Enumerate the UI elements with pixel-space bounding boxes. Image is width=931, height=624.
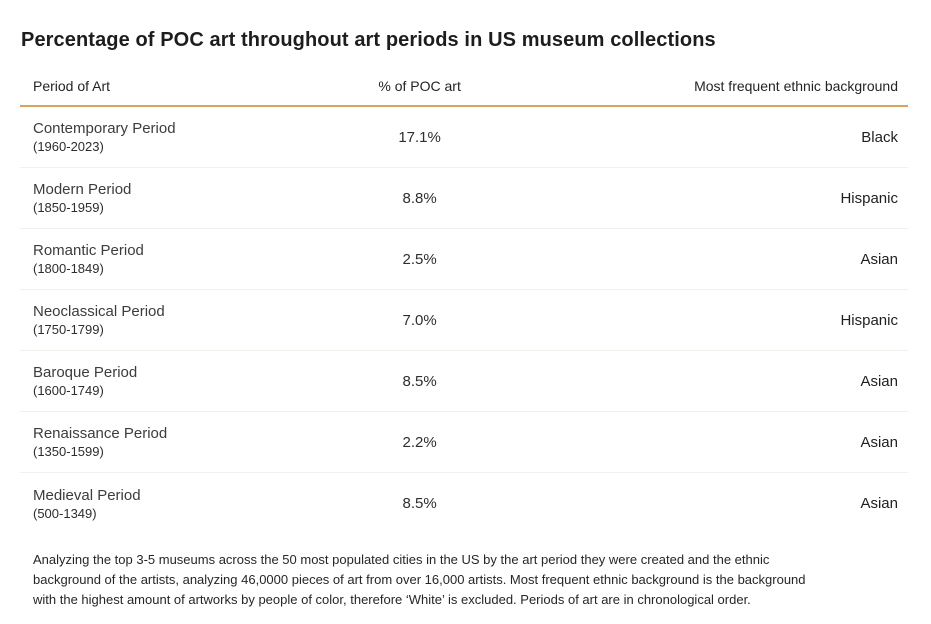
period-years: (1600-1749) <box>33 383 104 398</box>
ethnic-background: Asian <box>860 372 898 390</box>
table-row: Medieval Period (500-1349) 8.5% Asian <box>20 473 908 534</box>
table-row: Contemporary Period (1960-2023) 17.1% Bl… <box>20 107 908 168</box>
poc-art-table: Period of Art % of POC art Most frequent… <box>20 78 908 534</box>
period-name: Medieval Period <box>33 486 141 504</box>
ethnic-background: Black <box>861 128 898 146</box>
methodology-note-line: background of the artists, analyzing 46,… <box>33 572 806 587</box>
ethnic-background: Asian <box>860 495 898 512</box>
period-name: Modern Period <box>33 181 132 198</box>
period-cell: Neoclassical Period (1750-1799) <box>20 302 331 338</box>
period-cell: Modern Period (1850-1959) <box>20 180 331 216</box>
period-years: (1960-2023) <box>33 139 104 154</box>
period-cell: Romantic Period (1800-1849) <box>20 241 331 277</box>
period-years: (500-1349) <box>33 505 97 521</box>
methodology-note-line: with the highest amount of artworks by p… <box>33 592 751 607</box>
period-years: (1750-1799) <box>33 322 104 337</box>
ethnic-background: Asian <box>860 250 898 268</box>
period-name: Romantic Period <box>33 242 144 259</box>
ethnic-background: Hispanic <box>840 189 898 207</box>
table-row: Romantic Period (1800-1849) 2.5% Asian <box>20 229 908 290</box>
period-name: Neoclassical Period <box>33 303 165 320</box>
ethnic-background: Asian <box>860 433 898 451</box>
poc-percentage: 2.5% <box>402 250 437 268</box>
ethnic-background: Hispanic <box>840 311 898 329</box>
period-years: (1800-1849) <box>33 261 104 276</box>
table-row: Baroque Period (1600-1749) 8.5% Asian <box>20 351 908 412</box>
header-period-of-art: Period of Art <box>33 78 111 94</box>
period-name: Baroque Period <box>33 364 138 381</box>
period-cell: Contemporary Period (1960-2023) <box>20 119 331 155</box>
period-cell: Medieval Period (500-1349) <box>20 486 331 522</box>
table-row: Neoclassical Period (1750-1799) 7.0% His… <box>20 290 908 351</box>
period-years: (1350-1599) <box>33 444 104 459</box>
table-row: Modern Period (1850-1959) 8.8% Hispanic <box>20 168 908 229</box>
poc-percentage: 7.0% <box>402 311 437 329</box>
poc-percentage: 17.1% <box>398 128 441 146</box>
methodology-note-line: Analyzing the top 3-5 museums across the… <box>33 552 770 567</box>
period-years: (1850-1959) <box>33 200 104 215</box>
page-title: Percentage of POC art throughout art per… <box>21 29 716 51</box>
poc-percentage: 8.5% <box>402 495 437 512</box>
methodology-note: Analyzing the top 3-5 museums across the… <box>20 550 908 610</box>
period-name: Renaissance Period <box>33 425 168 442</box>
poc-percentage: 8.5% <box>402 372 437 390</box>
table-row: Renaissance Period (1350-1599) 2.2% Asia… <box>20 412 908 473</box>
period-name: Contemporary Period <box>33 120 176 137</box>
header-ethnic-background: Most frequent ethnic background <box>694 78 898 94</box>
poc-percentage: 8.8% <box>402 189 437 207</box>
period-cell: Baroque Period (1600-1749) <box>20 363 331 399</box>
period-cell: Renaissance Period (1350-1599) <box>20 424 331 460</box>
table-header-row: Period of Art % of POC art Most frequent… <box>20 78 908 107</box>
poc-percentage: 2.2% <box>402 433 437 451</box>
header-percent-poc-art: % of POC art <box>378 78 461 94</box>
